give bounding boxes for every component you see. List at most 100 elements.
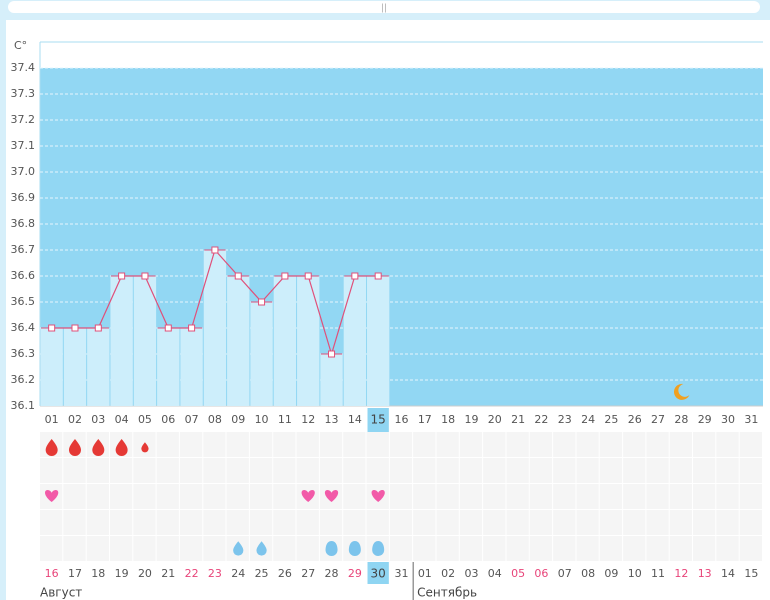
grid-cell [436,484,459,509]
day-label: 11 [278,413,292,426]
grid-cell [156,432,179,457]
grid-cell [179,432,203,457]
grid-cell [413,536,436,561]
y-tick-label: 36.4 [11,321,36,334]
day-label: 19 [464,413,478,426]
grid-cell [109,536,133,561]
month-label: Сентябрь [417,586,477,600]
day-label: 24 [581,413,595,426]
grid-cell [179,536,203,561]
grid-cell [623,510,646,535]
grid-cell [273,484,296,509]
y-tick-label: 37.1 [11,139,36,152]
grid-cell [459,536,483,561]
bar [343,276,367,406]
grid-cell [249,510,273,535]
grid-cell [86,510,109,535]
day-label: 28 [674,413,688,426]
grid-cell [63,484,86,509]
grid-cell [506,510,529,535]
grid-cell [483,458,506,483]
grid-cell [459,432,483,457]
grid-cell [739,536,762,561]
day-label: 05 [138,413,152,426]
grid-cell [226,510,249,535]
day-label: 01 [45,413,59,426]
grid-cell [459,484,483,509]
date-label: 12 [674,567,688,580]
grid-cell [133,458,156,483]
grid-cell [179,458,203,483]
point [48,324,56,332]
date-label: 30 [371,567,386,581]
grid-cell [529,484,553,509]
grid-cell [529,432,553,457]
bleeding-icon [115,439,128,456]
y-tick-label: 36.8 [11,217,36,230]
grid-cell [179,510,203,535]
grid-cell [506,536,529,561]
grid-cell [343,432,366,457]
grid-cell [483,432,506,457]
date-label: 22 [185,567,199,580]
day-label: 29 [698,413,712,426]
grid-cell [623,458,646,483]
grid-cell [273,510,296,535]
date-label: 13 [698,567,712,580]
y-tick-label: 36.9 [11,191,36,204]
y-tick-label: 37.0 [11,165,36,178]
grid-cell [576,484,599,509]
grid-cell [296,536,319,561]
grid-cell [553,484,576,509]
y-tick-label: 36.7 [11,243,36,256]
grid-cell [669,458,693,483]
grid-cell [109,484,133,509]
date-label: 06 [534,567,548,580]
grid-cell [203,536,226,561]
handle[interactable]: || [381,4,387,14]
grid-cell [459,510,483,535]
grid-cell [483,536,506,561]
day-label: 14 [348,413,362,426]
grid-cell [459,458,483,483]
grid-cell [273,458,296,483]
y-axis-label: C° [14,39,27,52]
grid-cell [63,536,86,561]
discharge-icon [372,541,385,556]
grid-cell [203,510,226,535]
day-label: 23 [558,413,572,426]
grid-cell [343,484,366,509]
grid-cell [366,510,389,535]
grid-cell [389,458,413,483]
date-label: 10 [628,567,642,580]
grid-cell [436,458,459,483]
grid-cell [156,484,179,509]
grid-cell [86,484,109,509]
date-label: 01 [418,567,432,580]
grid-cell [506,458,529,483]
day-label: 17 [418,413,432,426]
discharge-icon [348,541,361,556]
grid-cell [669,536,693,561]
point [374,272,382,280]
day-label: 31 [744,413,758,426]
grid-cell [669,432,693,457]
hearts-icon [45,490,59,502]
date-label: 09 [604,567,618,580]
day-label: 16 [395,413,409,426]
grid-cell [553,432,576,457]
grid-cell [716,536,739,561]
grid-cell [109,458,133,483]
grid-cell [623,432,646,457]
grid-cell [553,536,576,561]
grid-cell [133,484,156,509]
grid-cell [693,484,716,509]
discharge-icon [256,541,267,556]
top-bar[interactable] [8,1,760,13]
bleeding-icon [92,439,105,456]
grid-cell [413,484,436,509]
grid-cell [156,458,179,483]
grid-cell [669,484,693,509]
y-tick-label: 36.6 [11,269,36,282]
